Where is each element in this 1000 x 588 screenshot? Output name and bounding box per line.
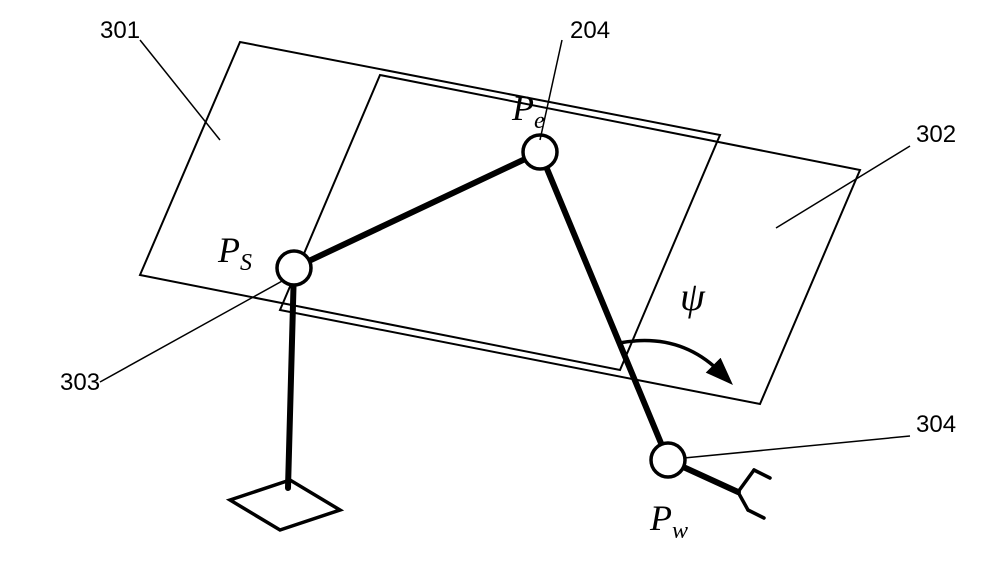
gripper-tine [738,492,748,510]
ref-204: 204 [570,17,610,44]
joint-pe [523,135,557,169]
leader-304 [684,436,910,458]
base-plate [230,480,340,530]
gripper-tine [738,470,754,492]
ref-302: 302 [916,121,956,148]
point-label-ps: PS [217,230,252,276]
arm-upper [294,152,540,268]
point-label-pw: Pw [649,498,688,544]
leader-204 [540,40,562,140]
joint-pw [651,443,685,477]
arm-column [288,268,294,488]
arm-fore [540,152,668,460]
ref-304: 304 [916,411,956,438]
gripper-tine [754,470,770,478]
leader-301 [140,40,220,140]
leader-303 [100,280,284,382]
point-label-pe: Pe [511,88,545,134]
plane-front [280,75,860,404]
gripper-tine [748,510,764,518]
diagram-canvas: ψ PS Pe Pw 301 204 302 303 304 [0,0,1000,588]
joint-ps [277,251,311,285]
angle-label: ψ [680,274,706,319]
ref-301: 301 [100,17,140,44]
ref-303: 303 [60,369,100,396]
